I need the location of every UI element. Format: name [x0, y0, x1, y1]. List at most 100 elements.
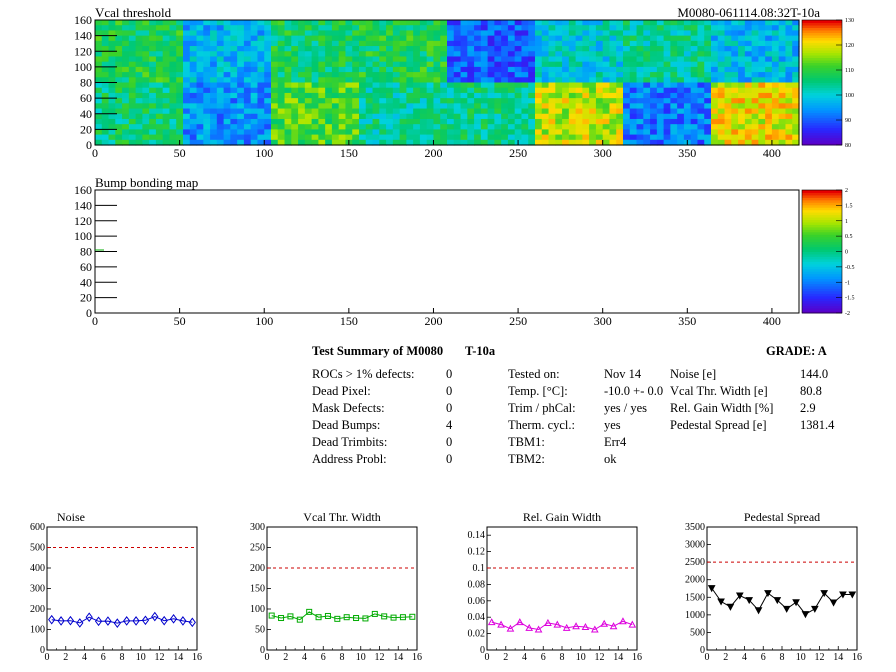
- heatmap-cell: [744, 46, 753, 52]
- heatmap-cell: [298, 82, 306, 89]
- heatmap-cell: [386, 25, 394, 32]
- heatmap-cell: [257, 46, 265, 52]
- heatmap-cell: [250, 92, 259, 99]
- heatmap-cell: [203, 118, 211, 125]
- heatmap-cell: [589, 113, 597, 120]
- heatmap-cell: [494, 82, 502, 89]
- heatmap-cell: [704, 87, 712, 94]
- heatmap-cell: [95, 66, 103, 73]
- heatmap-cell: [616, 129, 624, 136]
- heatmap-cell: [108, 35, 116, 42]
- heatmap-cell: [331, 87, 340, 94]
- heatmap-cell: [636, 92, 644, 99]
- heatmap-cell: [724, 30, 732, 37]
- heatmap-cell: [135, 103, 143, 110]
- heatmap-cell: [372, 40, 380, 47]
- data-point: [160, 615, 168, 626]
- heatmap-cell: [616, 77, 624, 84]
- heatmap-cell: [419, 77, 428, 84]
- heatmap-cell: [183, 92, 191, 99]
- heatmap-cell: [291, 92, 299, 99]
- heatmap-cell: [744, 113, 753, 120]
- palette-band: [802, 305, 842, 309]
- palette-band: [802, 65, 842, 68]
- heatmap-cell: [210, 98, 218, 104]
- heatmap-cell: [595, 124, 604, 130]
- heatmap-cell: [155, 103, 164, 110]
- heatmap-cell: [372, 139, 380, 146]
- heatmap-cell: [785, 46, 793, 52]
- heatmap-cell: [663, 92, 671, 99]
- heatmap-cell: [115, 61, 123, 68]
- heatmap-cell: [629, 82, 638, 89]
- heatmap-cell: [365, 129, 374, 136]
- heatmap-cell: [677, 56, 685, 63]
- heatmap-cell: [507, 46, 516, 52]
- gain-width-value: 2.9: [800, 401, 816, 415]
- heatmap-cell: [575, 25, 583, 32]
- data-point: [848, 591, 857, 599]
- heatmap-cell: [771, 25, 780, 32]
- dead-trimbits-label: Dead Trimbits:: [312, 435, 388, 449]
- heatmap-cell: [216, 25, 225, 32]
- heatmap-cell: [595, 139, 604, 146]
- heatmap-cell: [196, 72, 204, 78]
- heatmap-cell: [176, 98, 184, 104]
- heatmap-cell: [487, 87, 495, 94]
- heatmap-cell: [663, 40, 671, 47]
- heatmap-cell: [291, 87, 299, 94]
- heatmap-cell: [142, 25, 150, 32]
- heatmap-cell: [135, 139, 143, 146]
- heatmap-cell: [704, 118, 712, 125]
- heatmap-cell: [440, 35, 448, 42]
- heatmap-cell: [183, 72, 191, 78]
- heatmap-cell: [609, 139, 617, 146]
- heatmap-cell: [535, 87, 543, 94]
- heatmap-cell: [447, 124, 455, 130]
- heatmap-cell: [406, 98, 414, 104]
- heatmap-cell: [697, 129, 705, 136]
- heatmap-cell: [176, 40, 184, 47]
- heatmap-cell: [562, 56, 570, 63]
- heatmap-cell: [507, 25, 516, 32]
- heatmap-cell: [643, 77, 651, 84]
- y-tick-label: 1000: [685, 610, 705, 621]
- heatmap-cell: [765, 25, 773, 32]
- heatmap-cell: [128, 129, 137, 136]
- heatmap-cell: [738, 139, 746, 146]
- heatmap-cell: [149, 134, 157, 141]
- heatmap-cell: [135, 61, 143, 68]
- heatmap-cell: [372, 51, 380, 58]
- heatmap-cell: [744, 72, 753, 78]
- heatmap-cell: [494, 124, 502, 130]
- heatmap-cell: [345, 92, 353, 99]
- heatmap-cell: [568, 108, 577, 115]
- y-tick-label: 500: [30, 543, 45, 554]
- heatmap-cell: [122, 46, 130, 52]
- heatmap-cell: [589, 20, 597, 26]
- heatmap-cell: [656, 72, 665, 78]
- heatmap-cell: [521, 35, 529, 42]
- heatmap-cell: [250, 40, 259, 47]
- heatmap-cell: [602, 129, 611, 136]
- heatmap-cell: [467, 30, 475, 37]
- heatmap-cell: [535, 72, 543, 78]
- heatmap-cell: [501, 82, 509, 89]
- heatmap-cell: [440, 20, 448, 26]
- heatmap-cell: [406, 118, 414, 125]
- tbm2-label: TBM2:: [508, 452, 545, 466]
- heatmap-cell: [196, 51, 204, 58]
- heatmap-cell: [115, 103, 123, 110]
- heatmap-cell: [697, 108, 705, 115]
- heatmap-cell: [623, 61, 631, 68]
- heatmap-cell: [216, 51, 225, 58]
- heatmap-cell: [237, 124, 245, 130]
- heatmap-cell: [528, 103, 536, 110]
- dead-trimbits-value: 0: [446, 435, 453, 449]
- heatmap-cell: [291, 129, 299, 136]
- heatmap-cell: [399, 113, 407, 120]
- heatmap-cell: [426, 25, 435, 32]
- heatmap-cell: [250, 129, 259, 136]
- heatmap-cell: [365, 30, 374, 37]
- heatmap-cell: [345, 103, 353, 110]
